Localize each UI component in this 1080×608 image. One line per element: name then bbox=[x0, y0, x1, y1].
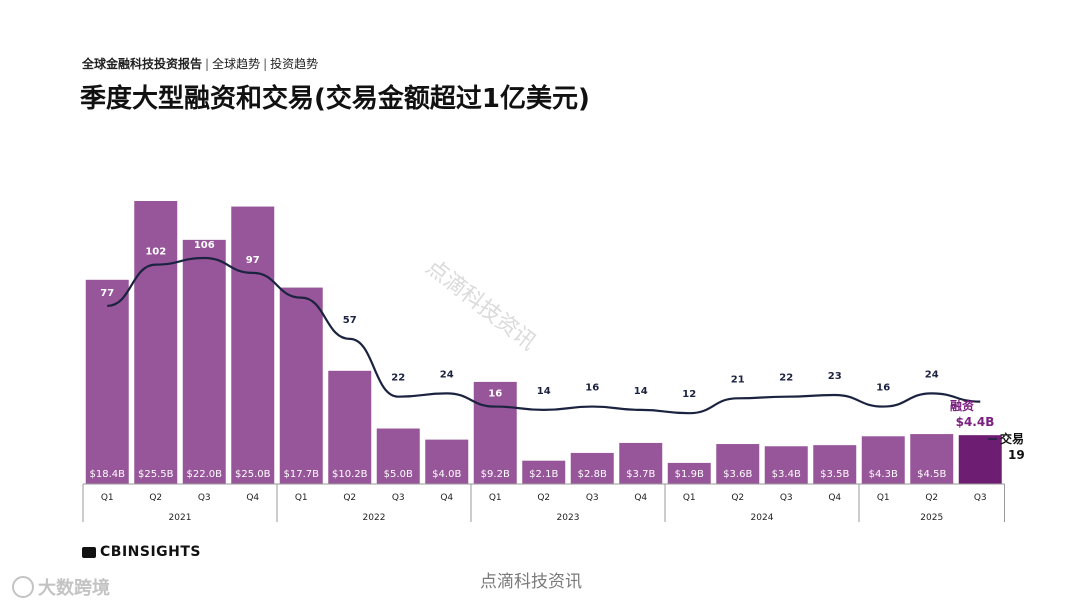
deals-point-label: 14 bbox=[634, 386, 648, 397]
funding-bar bbox=[958, 435, 1002, 484]
funding-bar-label: $2.1B bbox=[529, 469, 558, 480]
deals-point-label: 16 bbox=[876, 383, 890, 394]
deals-point-label: 22 bbox=[391, 373, 405, 384]
deals-point-label: 24 bbox=[925, 369, 939, 380]
funding-bar-label: $18.4B bbox=[90, 469, 126, 480]
funding-bar-label: $10.2B bbox=[332, 469, 368, 480]
deals-point-label: 57 bbox=[343, 315, 357, 326]
quarter-label: Q3 bbox=[780, 493, 793, 503]
funding-bar-label: $4.0B bbox=[432, 469, 461, 480]
quarter-label: Q1 bbox=[101, 493, 114, 503]
quarter-label: Q2 bbox=[925, 493, 938, 503]
funding-bar bbox=[619, 442, 663, 484]
deals-point-label: 16 bbox=[585, 383, 599, 394]
deals-point-label: 14 bbox=[537, 386, 551, 397]
breadcrumb: 全球金融科技投资报告 | 全球趋势 | 投资趋势 bbox=[82, 55, 318, 72]
funding-bar bbox=[425, 439, 469, 484]
deals-point-label: 21 bbox=[731, 374, 745, 385]
funding-bar-label: $25.5B bbox=[138, 469, 174, 480]
watermark-corner: 大数跨境 bbox=[12, 574, 110, 600]
funding-bar-label: $3.6B bbox=[723, 469, 752, 480]
funding-bar-label: $1.9B bbox=[675, 469, 704, 480]
funding-bar-label: $25.0B bbox=[235, 469, 271, 480]
quarter-label: Q1 bbox=[489, 493, 502, 503]
funding-bar-label: $22.0B bbox=[187, 469, 223, 480]
quarter-label: Q4 bbox=[634, 493, 647, 503]
deals-point-label: 22 bbox=[779, 373, 793, 384]
funding-bar bbox=[570, 452, 614, 484]
year-label: 2025 bbox=[920, 513, 943, 523]
funding-bar bbox=[473, 381, 517, 484]
funding-bar-label: $5.0B bbox=[384, 469, 413, 480]
year-label: 2021 bbox=[169, 513, 192, 523]
cbinsights-logo: CBINSIGHTS bbox=[82, 544, 201, 560]
watermark-corner-text: 大数跨境 bbox=[38, 578, 110, 599]
deals-point-label: 97 bbox=[246, 255, 260, 266]
deals-point-label: 77 bbox=[100, 288, 114, 299]
report-name: 全球金融科技投资报告 bbox=[82, 57, 203, 71]
legend-funding-value: $4.4B bbox=[956, 415, 995, 429]
deals-point-label: 106 bbox=[194, 240, 215, 251]
breadcrumb-section-investment: 投资趋势 bbox=[270, 57, 319, 71]
funding-bar bbox=[861, 436, 905, 484]
watermark-bottom: 点滴科技资讯 bbox=[480, 572, 582, 592]
deals-line bbox=[107, 256, 981, 415]
quarter-label: Q1 bbox=[295, 493, 308, 503]
quarter-label: Q2 bbox=[537, 493, 550, 503]
funding-bar bbox=[85, 279, 129, 484]
quarter-label: Q4 bbox=[828, 493, 841, 503]
quarter-label: Q4 bbox=[440, 493, 453, 503]
funding-bar-label: $17.7B bbox=[284, 469, 320, 480]
quarter-label: Q2 bbox=[343, 493, 356, 503]
funding-bar bbox=[667, 462, 711, 484]
quarter-label: Q1 bbox=[877, 493, 890, 503]
funding-bar bbox=[182, 239, 226, 484]
deals-point-label: 16 bbox=[488, 389, 502, 400]
funding-bar-label: $3.5B bbox=[820, 469, 849, 480]
breadcrumb-section-global: 全球趋势 bbox=[212, 57, 261, 71]
quarter-label: Q4 bbox=[246, 493, 259, 503]
legend-deals-value: 19 bbox=[1008, 448, 1025, 462]
funding-bar-label: $3.7B bbox=[626, 469, 655, 480]
funding-bar bbox=[376, 428, 420, 484]
deals-point-label: 82 bbox=[294, 280, 308, 291]
cbinsights-logo-icon bbox=[82, 546, 96, 558]
funding-bar bbox=[764, 446, 808, 484]
brand-name: CBINSIGHTS bbox=[100, 544, 202, 560]
funding-bar bbox=[328, 370, 372, 484]
legend-funding-label: 融资 bbox=[950, 398, 974, 413]
funding-bar bbox=[522, 460, 566, 484]
funding-bar bbox=[134, 201, 178, 484]
funding-bar bbox=[813, 445, 857, 484]
funding-bar bbox=[231, 206, 275, 485]
breadcrumb-separator: | bbox=[205, 57, 210, 71]
funding-bar-label: $3.4B bbox=[772, 469, 801, 480]
year-label: 2023 bbox=[557, 513, 580, 523]
deals-point-label: 24 bbox=[440, 369, 454, 380]
quarter-label: Q2 bbox=[731, 493, 744, 503]
legend-deals-label: 交易 bbox=[1000, 431, 1024, 446]
quarter-label: Q2 bbox=[149, 493, 162, 503]
year-label: 2022 bbox=[363, 513, 386, 523]
quarter-label: Q3 bbox=[586, 493, 599, 503]
deals-point-label: 23 bbox=[828, 371, 842, 382]
funding-bar bbox=[716, 444, 760, 484]
quarter-label: Q3 bbox=[392, 493, 405, 503]
funding-bar bbox=[910, 434, 954, 484]
deals-point-label: 102 bbox=[145, 247, 166, 258]
page-title: 季度大型融资和交易(交易金额超过1亿美元) bbox=[80, 84, 590, 114]
quarter-label: Q3 bbox=[198, 493, 211, 503]
funding-bar-label: $4.5B bbox=[917, 469, 946, 480]
year-label: 2024 bbox=[751, 513, 774, 523]
watermark-logo-icon bbox=[12, 576, 34, 598]
funding-bar bbox=[279, 287, 323, 484]
deals-point-label: 12 bbox=[682, 389, 696, 400]
funding-bar-label: $4.3B bbox=[869, 469, 898, 480]
breadcrumb-separator: | bbox=[263, 57, 268, 71]
quarter-label: Q3 bbox=[974, 493, 987, 503]
funding-bar-label: $2.8B bbox=[578, 469, 607, 480]
quarter-label: Q1 bbox=[683, 493, 696, 503]
funding-bar-label: $9.2B bbox=[481, 469, 510, 480]
